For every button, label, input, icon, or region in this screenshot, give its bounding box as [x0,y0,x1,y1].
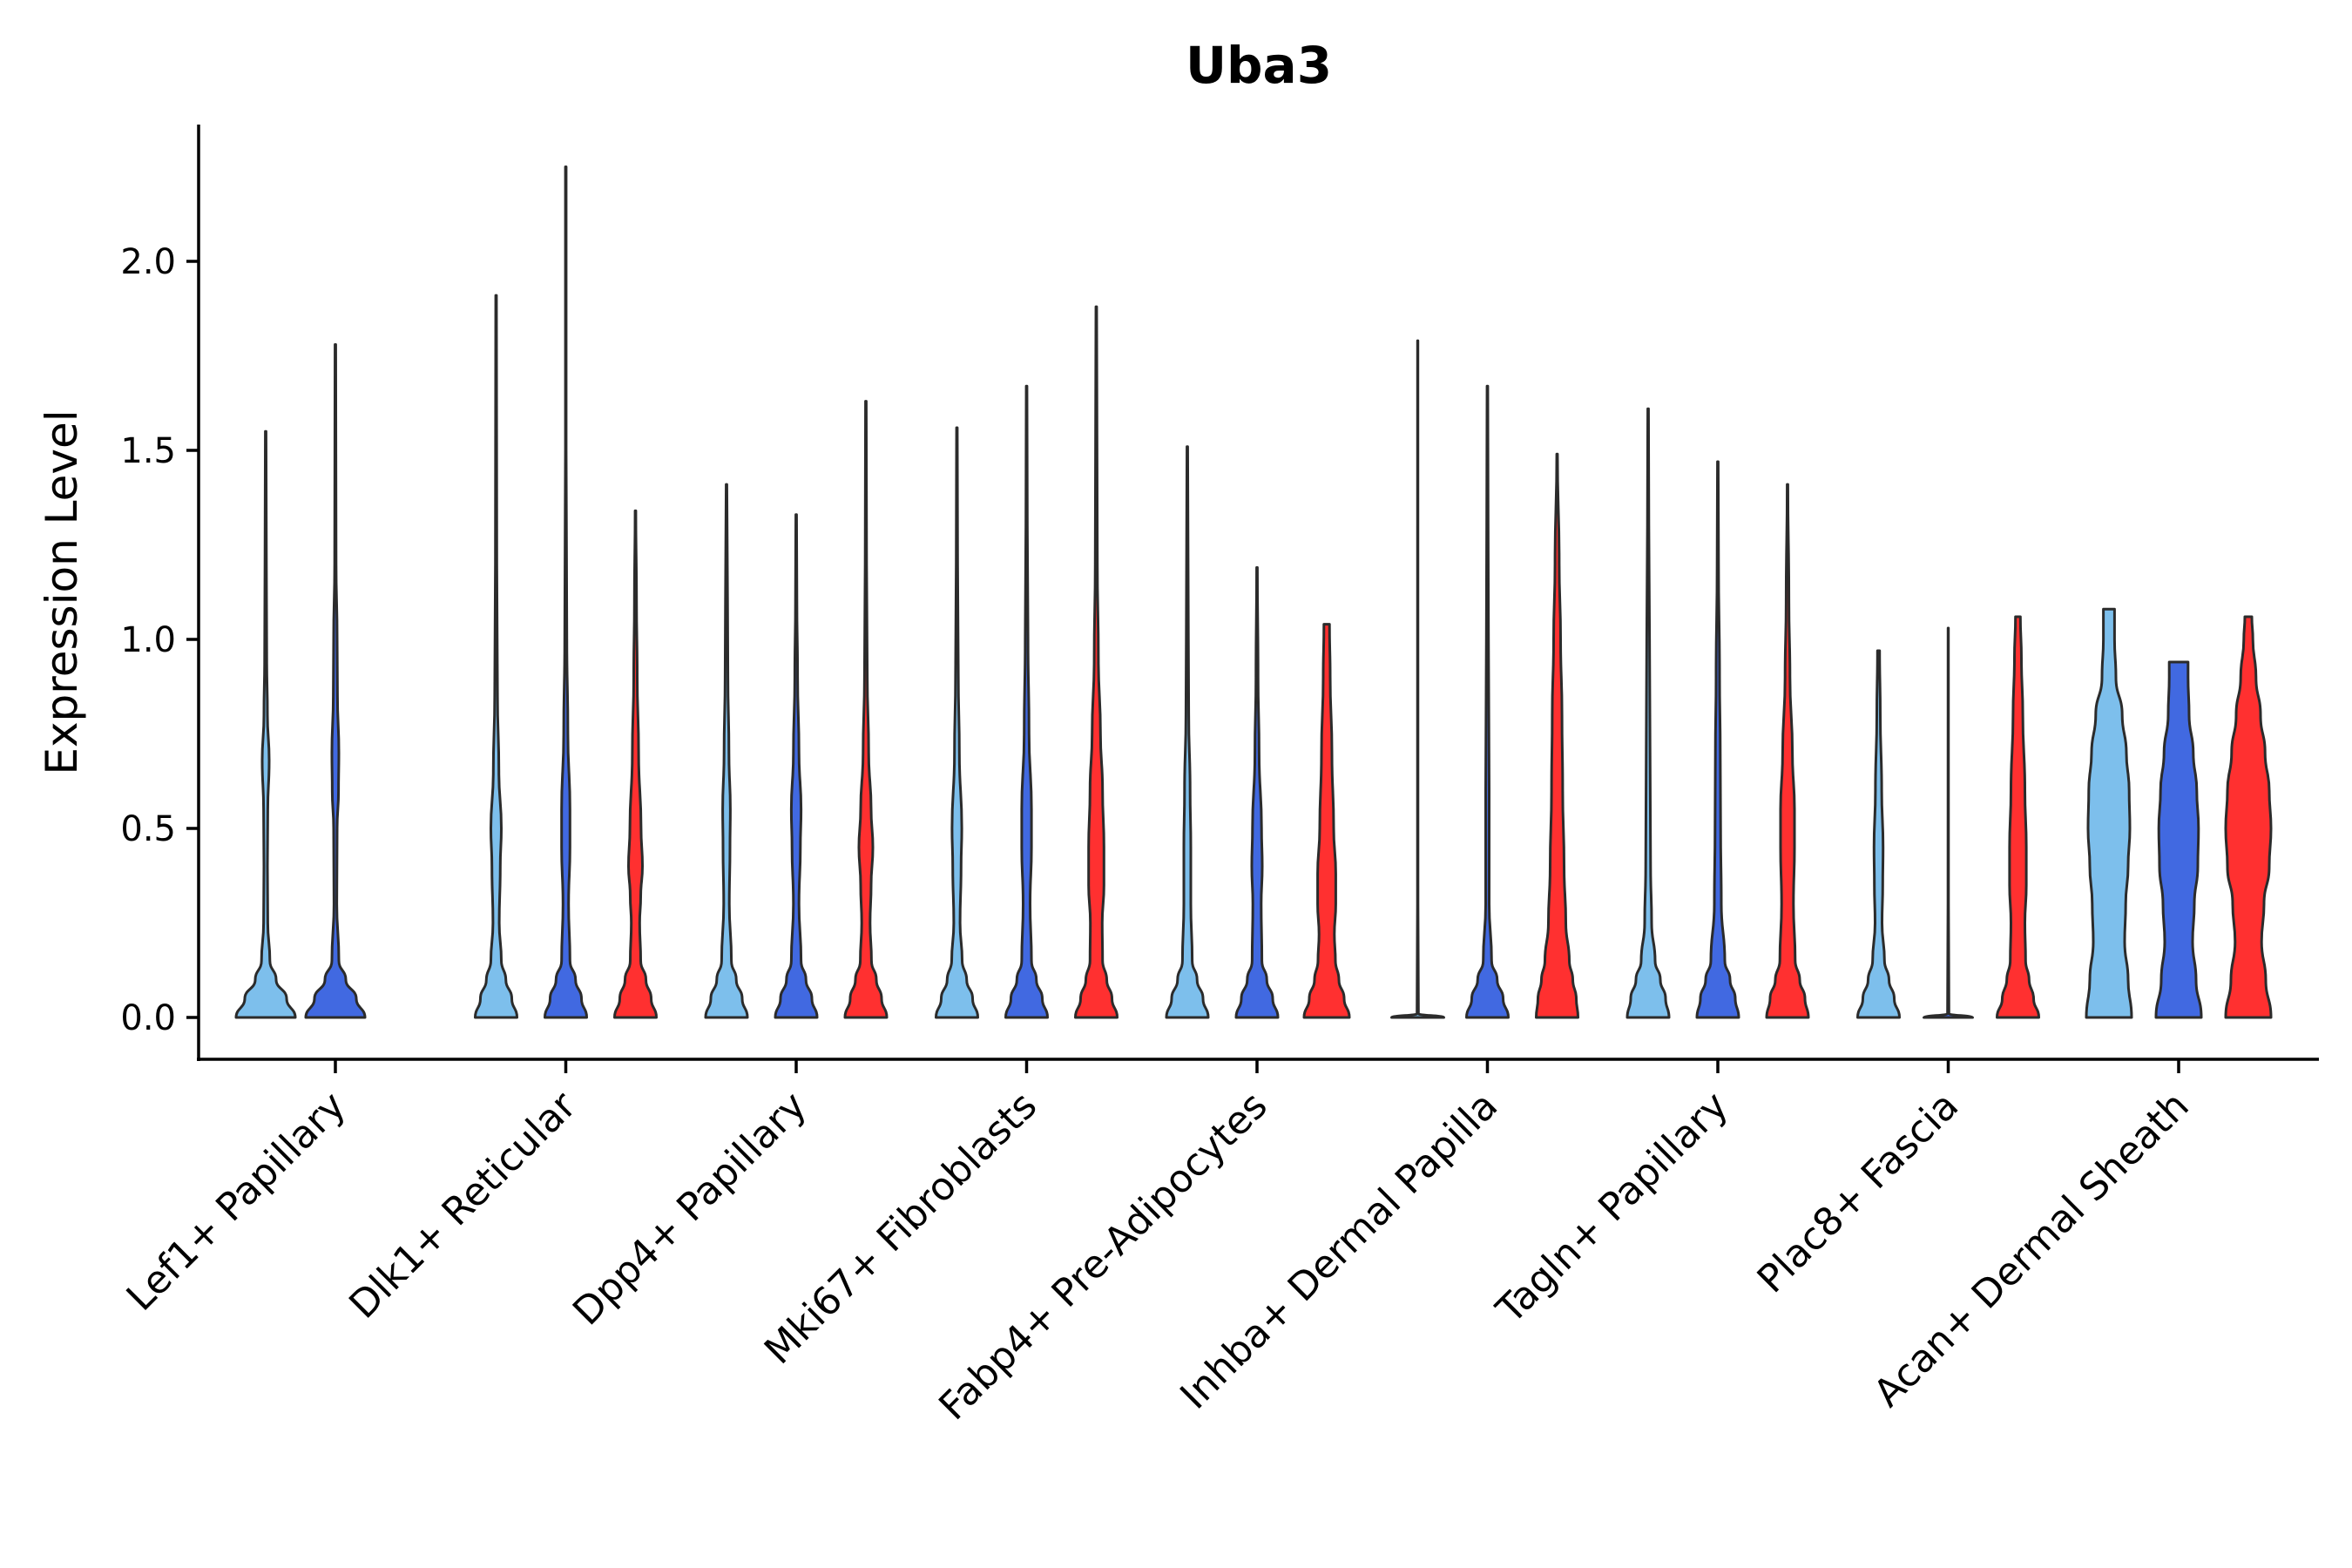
violin-tagln-papillary-condition-2 [1695,460,1740,1019]
x-tick-label-lef1-papillary: Lef1+ Papillary [118,1084,355,1320]
violin-acan-dermal-sheath-condition-2 [2154,660,2203,1019]
violin-lef1-papillary-condition-2 [304,343,367,1019]
violin-acan-dermal-sheath-condition-3 [2224,615,2273,1019]
x-tick-label-dpp4-papillary: Dpp4+ Papillary [564,1084,815,1335]
violin-plac8-fascia-condition-3 [1996,615,2040,1019]
violin-acan-dermal-sheath-condition-1 [2085,607,2133,1019]
violin-fabp4-pre-adipocytes-condition-1 [1165,445,1210,1019]
violin-lef1-papillary-condition-1 [234,429,297,1019]
violins-layer [234,166,2273,1019]
y-tick-label: 1.5 [120,431,176,471]
violin-plac8-fascia-condition-1 [1856,649,1901,1019]
violin-dpp4-papillary-condition-2 [774,513,819,1019]
violin-inhba-dermal-papilla-condition-3 [1535,452,1579,1019]
violin-tagln-papillary-condition-1 [1625,407,1671,1019]
violin-inhba-dermal-papilla-condition-2 [1465,384,1510,1019]
violin-fabp4-pre-adipocytes-condition-3 [1302,623,1351,1019]
y-tick-label: 1.0 [120,620,176,660]
violin-dlk1-reticular-condition-3 [613,509,658,1019]
violin-mki67-fibroblasts-condition-3 [1074,305,1119,1019]
y-axis-label: Expression Level [37,409,87,774]
x-tick-label-dlk1-reticular: Dlk1+ Reticular [341,1083,585,1328]
x-tick-label-plac8-fascia: Plac8+ Fascia [1749,1084,1968,1302]
violin-dlk1-reticular-condition-2 [544,166,588,1019]
violin-mki67-fibroblasts-condition-1 [935,426,979,1019]
violin-inhba-dermal-papilla-condition-1 [1390,339,1445,1019]
violin-plac8-fascia-condition-2 [1923,626,1974,1019]
violin-dpp4-papillary-condition-3 [843,400,889,1019]
violin-fabp4-pre-adipocytes-condition-2 [1234,566,1280,1019]
y-tick-label: 0.0 [120,998,176,1038]
y-ticks: 0.0 0.5 1.0 1.5 2.0 [120,242,199,1038]
violin-mki67-fibroblasts-condition-2 [1004,384,1049,1019]
y-tick-label: 0.5 [120,809,176,849]
violin-tagln-papillary-condition-3 [1765,483,1810,1019]
chart-title: Uba3 [1186,36,1332,95]
violin-dlk1-reticular-condition-1 [474,294,518,1019]
x-tick-label-tagln-papillary: Tagln+ Papillary [1488,1084,1737,1333]
y-tick-label: 2.0 [120,242,176,282]
violin-dpp4-papillary-condition-1 [704,483,749,1019]
